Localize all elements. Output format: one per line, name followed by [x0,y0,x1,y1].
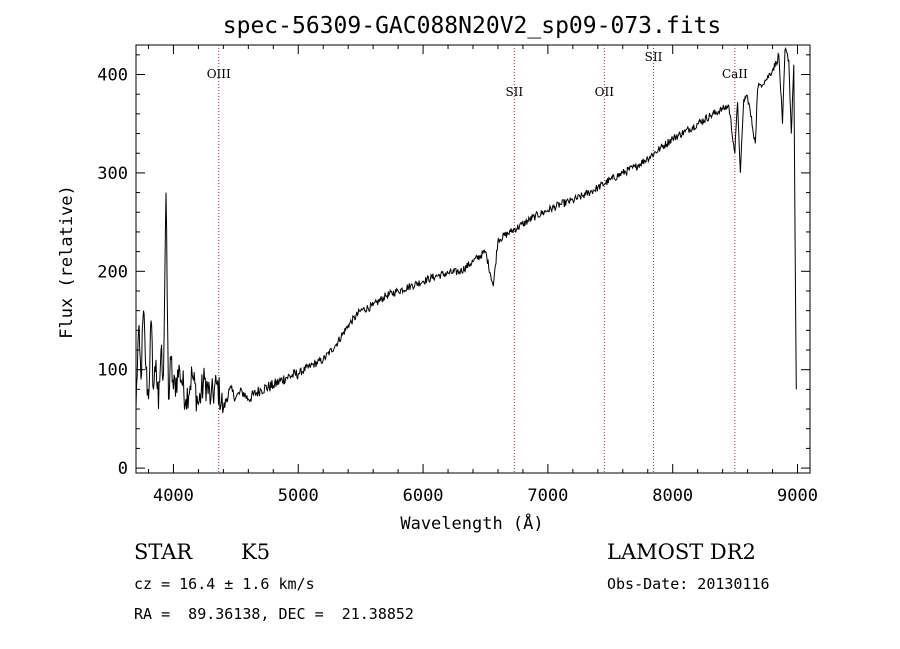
emission-line-label: OIII [207,67,231,81]
y-axis-ticks: 0 100 200 300 400 [97,54,810,479]
x-tick-label: 8000 [652,486,693,506]
emission-line-label: SII [645,50,663,64]
plot-box [135,44,811,474]
x-axis-ticks: 4000 5000 6000 7000 8000 9000 [147,45,818,506]
x-tick-label: 9000 [777,486,818,506]
x-tick-label: 6000 [403,486,444,506]
object-subclass: K5 [241,540,271,564]
y-tick-label: 0 [118,459,128,479]
y-axis-label: Flux (relative) [57,185,77,339]
ra-dec: RA = 89.36138, DEC = 21.38852 [134,605,414,623]
emission-line-label: CaII [722,67,748,81]
x-tick-label: 7000 [527,486,568,506]
emission-lines: OIII SII OII SII CaII [207,45,748,473]
redshift-cz: cz = 16.4 ± 1.6 km/s [134,575,315,593]
y-tick-label: 200 [97,262,128,282]
spectrum [135,46,797,414]
y-tick-label: 400 [97,66,128,86]
survey-name: LAMOST DR2 [607,540,756,564]
y-tick-label: 100 [97,361,128,381]
object-class: STAR [134,540,193,564]
y-tick-label: 300 [97,164,128,184]
spectrum-line [135,46,797,414]
emission-line-label: OII [595,85,615,99]
observation-date: Obs-Date: 20130116 [607,575,770,593]
x-tick-label: 5000 [278,486,319,506]
x-tick-label: 4000 [153,486,194,506]
plot-frame [135,44,811,474]
x-axis-label: Wavelength (Å) [400,512,543,534]
chart-title: spec-56309-GAC088N20V2_sp09-073.fits [223,13,722,39]
emission-line-label: SII [505,85,523,99]
